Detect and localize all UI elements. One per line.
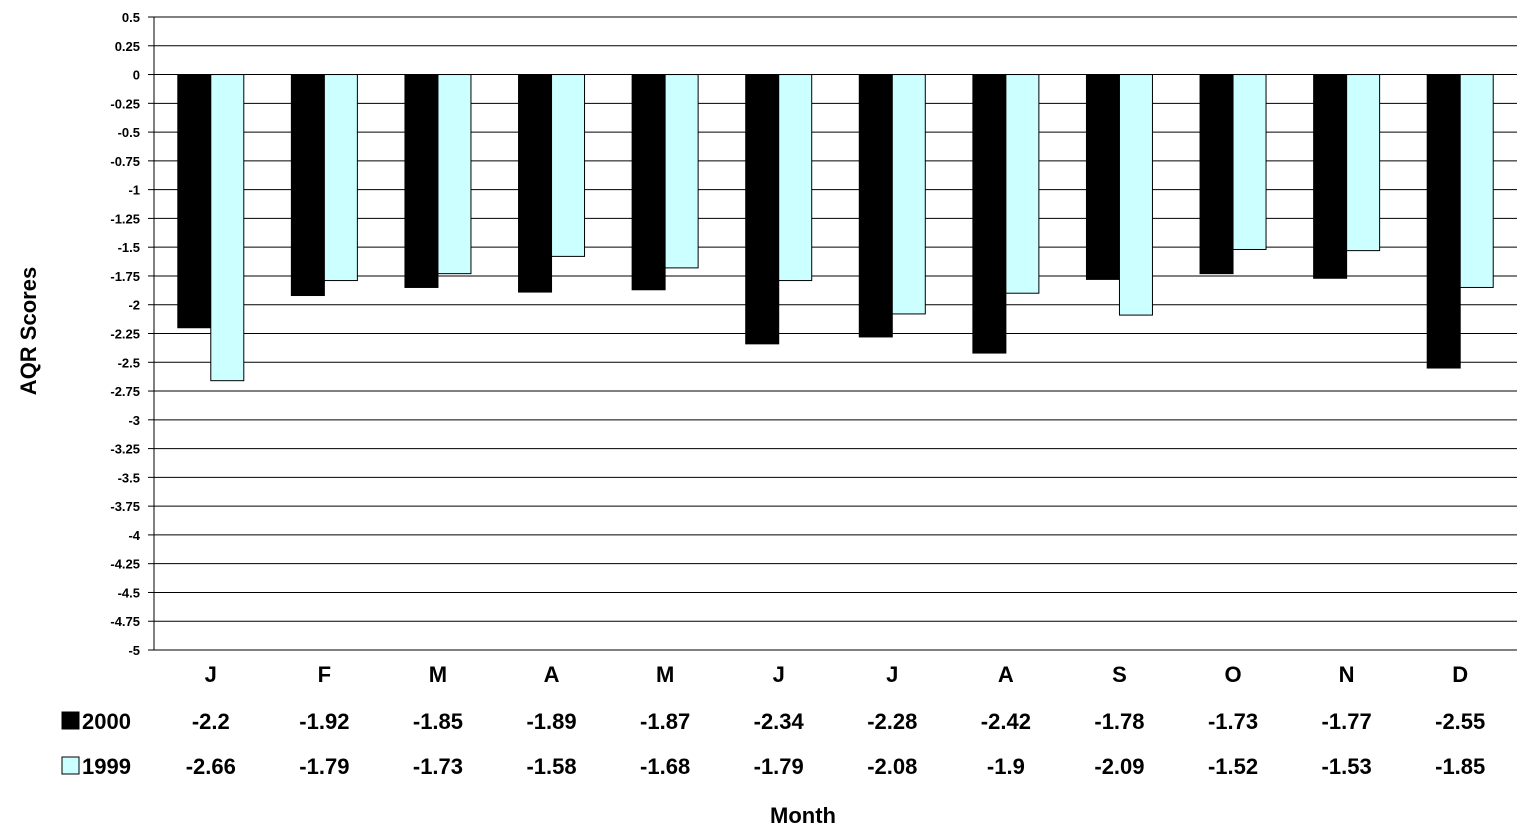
y-tick-label: -1.5 (118, 240, 140, 255)
y-axis-title: AQR Scores (16, 267, 41, 395)
bar-2000-9 (1199, 74, 1234, 275)
data-label-1999: -2.66 (186, 754, 236, 779)
bar-2000-5 (745, 74, 780, 345)
data-label-2000: -1.89 (526, 709, 576, 734)
data-label-2000: -1.85 (413, 709, 463, 734)
data-label-1999: -2.08 (867, 754, 917, 779)
bar-2000-10 (1313, 74, 1348, 279)
x-tick-label: M (429, 662, 447, 687)
data-label-2000: -1.78 (1094, 709, 1144, 734)
legend-label-2000: 2000 (82, 709, 131, 734)
data-label-1999: -1.68 (640, 754, 690, 779)
data-label-2000: -2.34 (754, 709, 805, 734)
data-label-2000: -1.92 (299, 709, 349, 734)
y-tick-label: 0 (133, 68, 140, 83)
bar-1999-8 (1118, 74, 1153, 316)
bar-2000-2 (404, 74, 439, 288)
data-label-2000: -1.77 (1322, 709, 1372, 734)
data-label-1999: -1.9 (987, 754, 1025, 779)
bar-1999-4 (664, 74, 699, 269)
bar-1999-3 (551, 74, 586, 257)
bar-2000-11 (1426, 74, 1461, 369)
x-tick-label: J (773, 662, 785, 687)
legend-label-1999: 1999 (82, 754, 131, 779)
data-label-1999: -1.85 (1435, 754, 1485, 779)
y-tick-label: -2.25 (110, 327, 140, 342)
x-tick-label: N (1339, 662, 1355, 687)
data-label-2000: -2.2 (192, 709, 230, 734)
y-tick-label: 0.25 (115, 39, 140, 54)
bar-1999-10 (1346, 74, 1381, 252)
data-label-1999: -2.09 (1094, 754, 1144, 779)
data-table: 2000 -2.2 -1.92 -1.85 -1.89 -1.87 -2.34 -2.28 -2… (61, 709, 1485, 779)
y-tick-label: 0.5 (122, 10, 140, 25)
bar-2000-3 (518, 74, 553, 293)
x-tick-label: D (1452, 662, 1468, 687)
x-tick-label: J (886, 662, 898, 687)
y-tick-label: -0.75 (110, 154, 140, 169)
data-label-1999: -1.53 (1322, 754, 1372, 779)
x-tick-label: F (318, 662, 331, 687)
bar-1999-5 (778, 74, 813, 282)
y-tick-label: -1 (128, 183, 140, 198)
y-axis: 0.5 0.25 0 -0.25 -0.5 -0.75 -1 -1.25 -1.5 -1.75 -2… (110, 10, 155, 658)
y-tick-label: -4.25 (110, 557, 140, 572)
y-tick-label: -2.5 (118, 355, 140, 370)
y-tick-label: -2 (128, 298, 140, 313)
bar-1999-9 (1232, 74, 1267, 250)
data-label-1999: -1.58 (526, 754, 576, 779)
y-tick-label: -2.75 (110, 384, 140, 399)
y-tick-label: -4.75 (110, 614, 140, 629)
bar-1999-0 (210, 74, 245, 382)
bar-2000-8 (1085, 74, 1120, 280)
x-tick-label: A (544, 662, 560, 687)
y-tick-label: -1.75 (110, 269, 140, 284)
x-tick-label: A (998, 662, 1014, 687)
y-tick-label: -3.25 (110, 442, 140, 457)
bar-1999-11 (1459, 74, 1494, 288)
bar-1999-7 (1005, 74, 1040, 294)
data-label-1999: -1.52 (1208, 754, 1258, 779)
data-label-2000: -2.28 (867, 709, 917, 734)
data-label-1999: -1.73 (413, 754, 463, 779)
x-tick-label: M (656, 662, 674, 687)
y-tick-label: -1.25 (110, 211, 140, 226)
data-label-2000: -2.55 (1435, 709, 1485, 734)
x-tick-label: S (1112, 662, 1127, 687)
data-label-2000: -1.87 (640, 709, 690, 734)
y-tick-label: -3.5 (118, 470, 140, 485)
bars (177, 74, 1494, 382)
x-tick-label: O (1224, 662, 1241, 687)
bar-2000-4 (631, 74, 666, 291)
x-axis-title: Month (770, 803, 836, 828)
bar-2000-6 (858, 74, 893, 338)
y-tick-label: -4.5 (118, 585, 140, 600)
y-tick-label: -0.5 (118, 125, 140, 140)
data-label-2000: -1.73 (1208, 709, 1258, 734)
y-tick-label: -0.25 (110, 96, 140, 111)
y-tick-label: -5 (128, 643, 140, 658)
bar-2000-7 (972, 74, 1007, 354)
legend-key-2000 (61, 711, 80, 730)
data-label-1999: -1.79 (299, 754, 349, 779)
bar-1999-1 (323, 74, 358, 282)
legend-key-1999 (61, 756, 80, 775)
x-tick-label: J (205, 662, 217, 687)
y-tick-label: -3.75 (110, 499, 140, 514)
bar-1999-6 (891, 74, 926, 315)
y-tick-label: -4 (128, 528, 140, 543)
data-label-1999: -1.79 (754, 754, 804, 779)
data-label-2000: -2.42 (981, 709, 1031, 734)
bar-1999-2 (437, 74, 472, 275)
gridlines (154, 16, 1517, 651)
y-tick-label: -3 (128, 413, 140, 428)
bar-2000-0 (177, 74, 212, 329)
bar-2000-1 (290, 74, 325, 297)
